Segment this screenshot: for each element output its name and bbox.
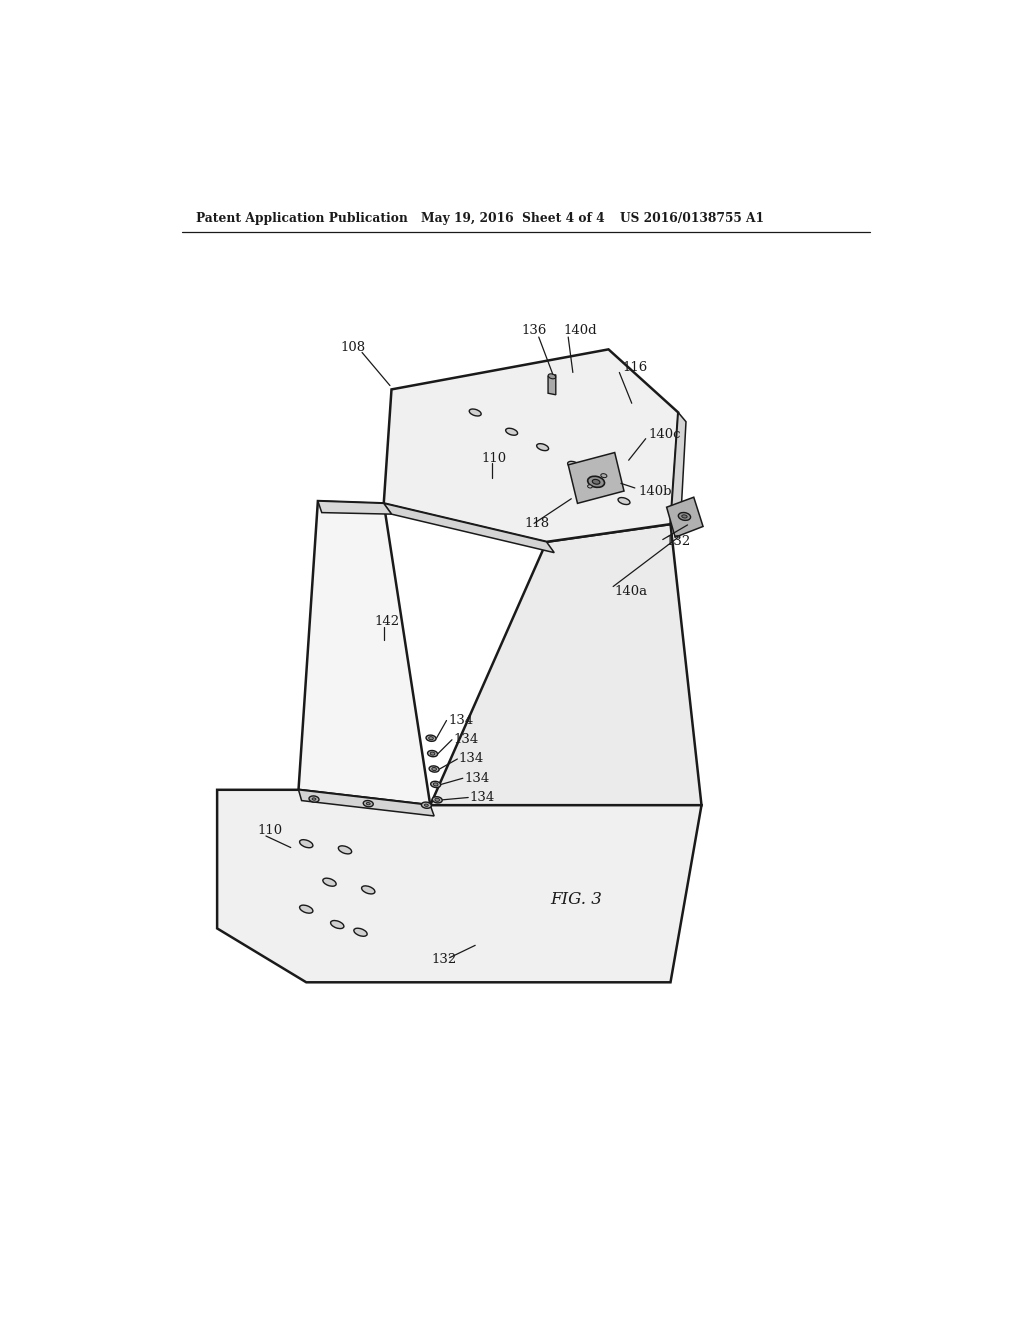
Text: May 19, 2016  Sheet 4 of 4: May 19, 2016 Sheet 4 of 4 — [421, 213, 604, 224]
Text: 132: 132 — [431, 953, 457, 966]
Text: 132: 132 — [666, 536, 691, 548]
Ellipse shape — [469, 409, 481, 416]
Ellipse shape — [309, 796, 319, 803]
Polygon shape — [671, 412, 686, 536]
Ellipse shape — [312, 797, 316, 800]
Ellipse shape — [323, 878, 336, 886]
Text: US 2016/0138755 A1: US 2016/0138755 A1 — [621, 213, 764, 224]
Ellipse shape — [567, 462, 580, 469]
Ellipse shape — [592, 479, 600, 484]
Ellipse shape — [428, 751, 437, 756]
Text: Patent Application Publication: Patent Application Publication — [197, 213, 409, 224]
Polygon shape — [299, 502, 430, 805]
Text: 118: 118 — [524, 517, 550, 529]
Text: 140c: 140c — [649, 428, 681, 441]
Ellipse shape — [331, 920, 344, 928]
Text: 140d: 140d — [563, 325, 597, 338]
Text: 110: 110 — [481, 453, 507, 465]
Ellipse shape — [682, 515, 687, 517]
Text: 134: 134 — [454, 733, 479, 746]
Polygon shape — [384, 503, 554, 553]
Ellipse shape — [429, 737, 433, 739]
Ellipse shape — [300, 906, 313, 913]
Ellipse shape — [433, 783, 438, 785]
Ellipse shape — [367, 803, 370, 805]
Polygon shape — [568, 453, 624, 503]
Text: 140a: 140a — [614, 585, 648, 598]
Ellipse shape — [338, 846, 351, 854]
Ellipse shape — [431, 781, 440, 788]
Ellipse shape — [354, 928, 368, 936]
Text: 140b: 140b — [638, 484, 672, 498]
Ellipse shape — [361, 886, 375, 894]
Polygon shape — [299, 789, 434, 816]
Ellipse shape — [429, 766, 439, 772]
Text: 116: 116 — [623, 362, 648, 375]
Ellipse shape — [601, 474, 607, 478]
Ellipse shape — [430, 752, 435, 755]
Text: 134: 134 — [470, 791, 495, 804]
Polygon shape — [317, 502, 391, 515]
Polygon shape — [548, 375, 556, 395]
Polygon shape — [217, 789, 701, 982]
Ellipse shape — [678, 512, 690, 520]
Text: 110: 110 — [257, 824, 283, 837]
Ellipse shape — [426, 735, 436, 742]
Ellipse shape — [506, 428, 517, 436]
Ellipse shape — [435, 799, 439, 801]
Ellipse shape — [300, 840, 313, 847]
Text: 142: 142 — [375, 615, 399, 628]
Ellipse shape — [537, 444, 549, 450]
Text: 134: 134 — [449, 714, 473, 727]
Ellipse shape — [425, 804, 428, 807]
Text: 134: 134 — [459, 752, 484, 766]
Ellipse shape — [618, 498, 630, 504]
Ellipse shape — [432, 797, 442, 803]
Ellipse shape — [364, 800, 374, 807]
Ellipse shape — [588, 477, 604, 487]
Ellipse shape — [548, 374, 556, 379]
Text: FIG. 3: FIG. 3 — [550, 891, 602, 908]
Text: 134: 134 — [464, 772, 489, 785]
Ellipse shape — [588, 484, 592, 488]
Polygon shape — [384, 350, 678, 543]
Ellipse shape — [432, 767, 436, 771]
Ellipse shape — [421, 803, 431, 808]
Text: 136: 136 — [521, 325, 547, 338]
Text: 108: 108 — [340, 341, 366, 354]
Polygon shape — [667, 498, 703, 537]
Polygon shape — [430, 524, 701, 805]
Ellipse shape — [602, 477, 614, 483]
